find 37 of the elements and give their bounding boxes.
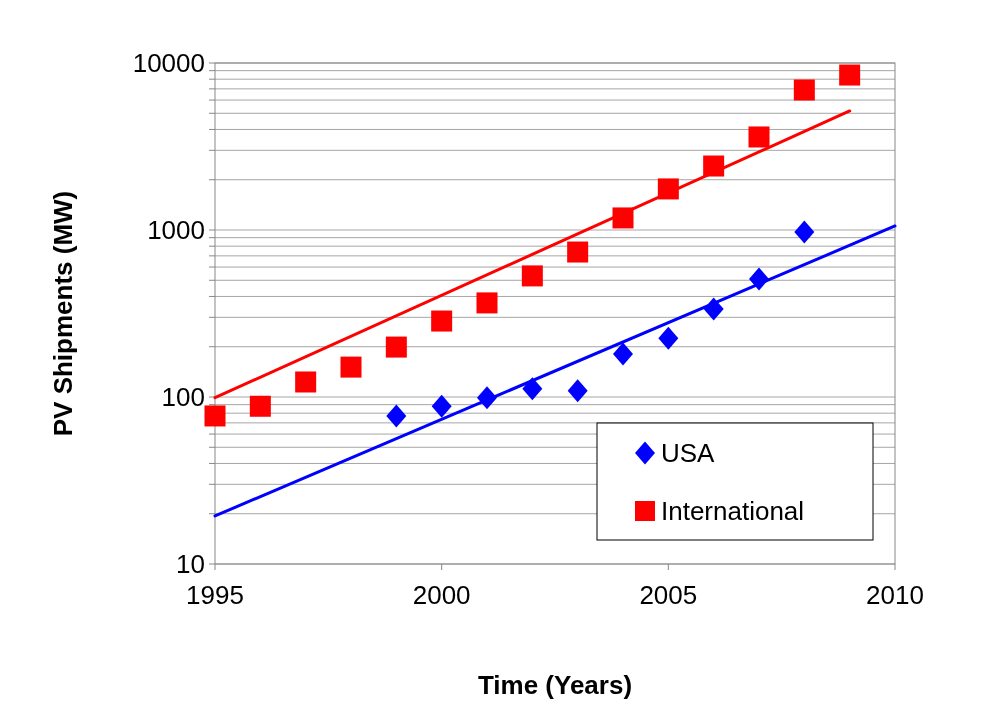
point	[793, 79, 815, 101]
point	[612, 207, 634, 229]
point	[204, 405, 226, 427]
point	[749, 267, 769, 291]
point	[703, 155, 725, 177]
point	[613, 342, 633, 366]
point	[567, 241, 589, 263]
point	[521, 265, 543, 287]
point	[748, 126, 770, 148]
y-tick-label: 10	[176, 549, 205, 580]
x-tick-label: 2000	[412, 580, 471, 610]
point	[431, 394, 452, 418]
y-tick-label: 100	[161, 382, 205, 413]
point	[249, 395, 271, 417]
point	[295, 371, 317, 393]
y-tick-label: 1000	[147, 215, 205, 246]
y-axis-title: PV Shipments (MW)	[48, 190, 78, 437]
point	[839, 64, 861, 86]
point	[476, 292, 498, 314]
point	[431, 310, 453, 332]
legend-label: International	[661, 496, 805, 527]
legend-label: USA	[661, 438, 716, 469]
point	[567, 379, 588, 403]
point	[386, 404, 407, 428]
point	[703, 297, 724, 321]
point	[522, 377, 543, 401]
point	[477, 386, 497, 410]
point	[340, 356, 362, 378]
point	[658, 326, 679, 350]
y-tick-label: 10000	[132, 48, 205, 79]
x-axis-title: Time (Years)	[477, 670, 633, 700]
point	[385, 336, 407, 358]
x-tick-label: 2010	[866, 580, 924, 610]
point	[657, 178, 679, 200]
x-tick-label: 2005	[639, 580, 698, 610]
point	[794, 220, 815, 244]
x-tick-label: 1995	[186, 580, 244, 610]
